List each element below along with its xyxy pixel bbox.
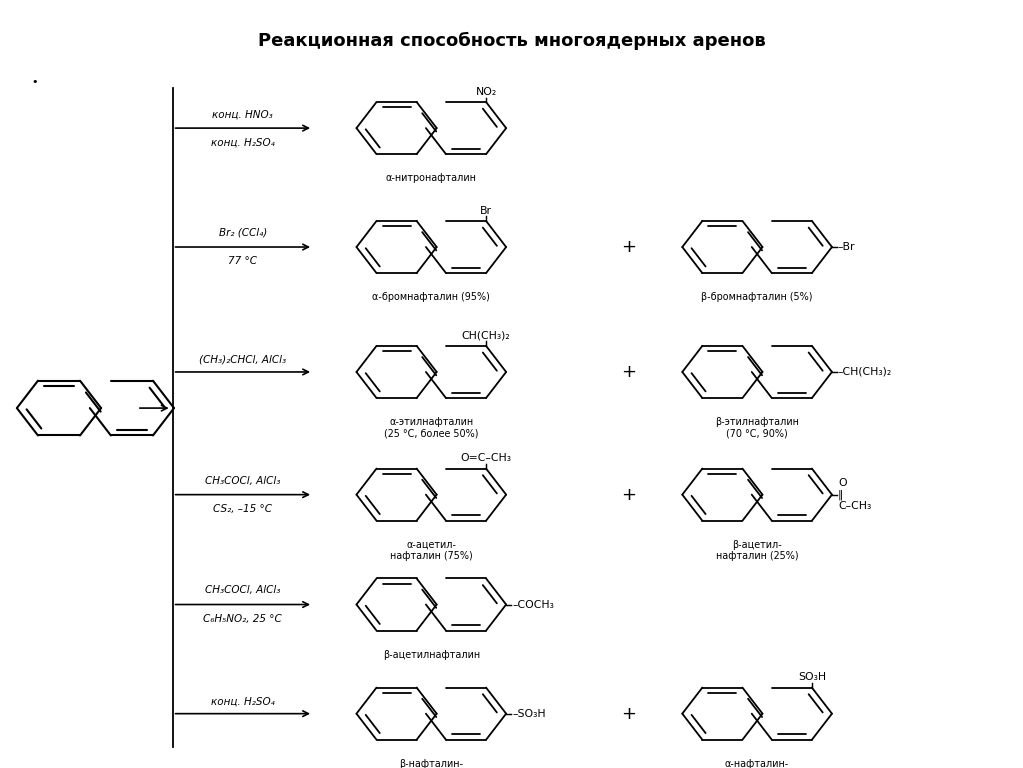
Text: 77 °C: 77 °C [228,256,258,266]
Text: конц. H₂SO₄: конц. H₂SO₄ [211,137,275,147]
Text: –SO₃H: –SO₃H [513,709,545,719]
Text: α-нафталин-
сульфокислота (80 °C): α-нафталин- сульфокислота (80 °C) [700,759,815,768]
Text: α-нитронафталин: α-нитронафталин [386,174,477,184]
Text: –Br: –Br [838,242,855,252]
Text: CH₃COCl, AlCl₃: CH₃COCl, AlCl₃ [206,475,280,485]
Text: α-бромнафталин (95%): α-бромнафталин (95%) [372,292,490,302]
Text: –COCH₃: –COCH₃ [513,600,554,610]
Text: +: + [621,238,636,256]
Text: SO₃H: SO₃H [798,672,826,682]
Text: β-бромнафталин (5%): β-бромнафталин (5%) [702,292,813,302]
Text: конц. H₂SO₄: конц. H₂SO₄ [211,696,275,706]
Text: Br₂ (CCl₄): Br₂ (CCl₄) [219,228,267,238]
Text: Br: Br [480,206,492,216]
Text: •: • [32,77,38,87]
Text: β-ацетил-
нафталин (25%): β-ацетил- нафталин (25%) [716,540,798,561]
Text: β-этилнафталин
(70 °C, 90%): β-этилнафталин (70 °C, 90%) [715,417,799,439]
Text: O
‖
C–CH₃: O ‖ C–CH₃ [838,478,872,511]
Text: β-ацетилнафталин: β-ацетилнафталин [383,650,480,660]
Text: α-этилнафталин
(25 °C, более 50%): α-этилнафталин (25 °C, более 50%) [384,417,479,439]
Text: NO₂: NO₂ [476,87,497,97]
Text: +: + [621,363,636,381]
Text: O=C–CH₃: O=C–CH₃ [460,453,512,463]
Text: CH(CH₃)₂: CH(CH₃)₂ [461,330,510,341]
Text: CH₃COCl, AlCl₃: CH₃COCl, AlCl₃ [206,585,280,595]
Text: +: + [621,485,636,504]
Text: +: + [621,705,636,723]
Text: (CH₃)₂CHCl, AlCl₃: (CH₃)₂CHCl, AlCl₃ [199,354,286,365]
Text: конц. HNO₃: конц. HNO₃ [213,109,273,119]
Text: β-нафталин-
сульфокислота (160 °C): β-нафталин- сульфокислота (160 °C) [370,759,492,768]
Text: CS₂, –15 °C: CS₂, –15 °C [214,504,272,514]
Text: C₆H₅NO₂, 25 °C: C₆H₅NO₂, 25 °C [204,614,282,624]
Text: α-ацетил-
нафталин (75%): α-ацетил- нафталин (75%) [390,540,473,561]
Text: –CH(CH₃)₂: –CH(CH₃)₂ [838,367,892,377]
Text: Реакционная способность многоядерных аренов: Реакционная способность многоядерных аре… [258,31,765,50]
